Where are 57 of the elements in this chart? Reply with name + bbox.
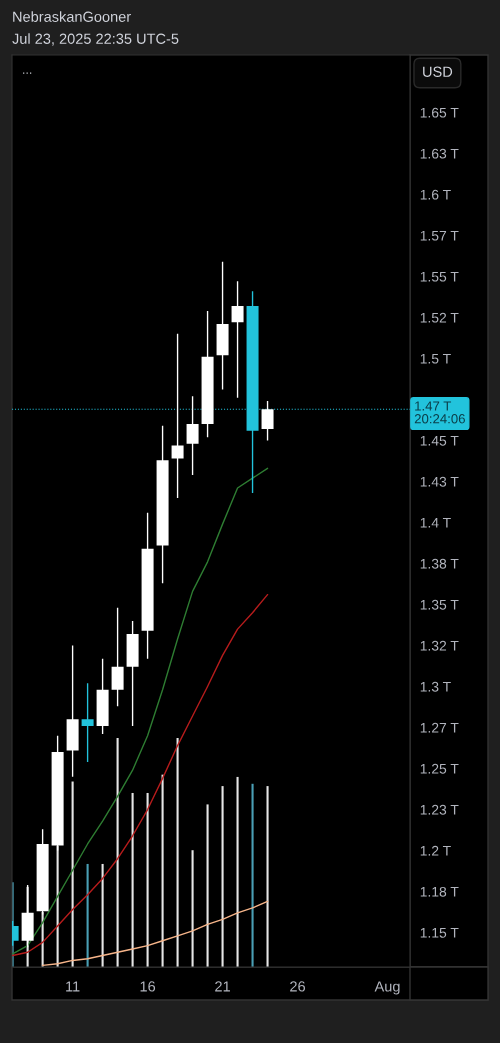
bar bbox=[191, 850, 194, 967]
bar bbox=[236, 776, 239, 967]
y-tick-label: 1.4 T bbox=[420, 517, 451, 528]
bar bbox=[86, 863, 89, 967]
y-tick-label: 1.55 T bbox=[420, 271, 459, 282]
candlestick bbox=[261, 401, 274, 441]
line-series bbox=[41, 900, 269, 967]
x-tick-label: 16 bbox=[140, 981, 156, 992]
y-tick-label: 1.57 T bbox=[420, 230, 459, 241]
y-tick-label: 1.52 T bbox=[420, 312, 459, 323]
line-series bbox=[12, 467, 269, 955]
candlestick bbox=[96, 658, 109, 735]
bar bbox=[116, 738, 119, 967]
y-tick-label: 1.25 T bbox=[420, 763, 459, 774]
bar bbox=[146, 792, 149, 967]
x-tick-label: 11 bbox=[66, 981, 80, 992]
y-tick-label: 1.27 T bbox=[420, 722, 459, 733]
y-tick-label: 1.2 T bbox=[420, 845, 451, 856]
candlestick bbox=[156, 425, 169, 584]
candlestick bbox=[216, 261, 229, 390]
bar bbox=[161, 774, 164, 967]
candlestick bbox=[66, 645, 79, 777]
x-tick-label: Aug bbox=[374, 981, 400, 995]
y-tick-label: 1.45 T bbox=[420, 435, 459, 446]
chart-subtitle: Jul 23, 2025 22:35 UTC-5 bbox=[12, 33, 179, 46]
bar bbox=[71, 781, 74, 967]
candlestick bbox=[126, 620, 139, 726]
y-tick-label: 1.38 T bbox=[420, 558, 459, 569]
y-tick-label: 1.18 T bbox=[420, 886, 459, 897]
y-tick-label: 1.15 T bbox=[420, 928, 459, 938]
chart-title: NebraskanGooner bbox=[13, 11, 131, 22]
bar bbox=[251, 783, 254, 967]
x-tick-label: 26 bbox=[290, 981, 306, 992]
candlestick bbox=[201, 310, 214, 438]
bar bbox=[221, 786, 224, 967]
bar bbox=[101, 863, 104, 967]
bar bbox=[176, 738, 179, 967]
y-tick-label: 1.43 T bbox=[420, 476, 459, 487]
candlestick bbox=[186, 396, 199, 475]
ref-line-label: 1.47 T 20:24:06 bbox=[414, 401, 465, 424]
y-tick-label: 1.3 T bbox=[420, 681, 451, 692]
bar bbox=[266, 786, 269, 967]
y-tick-label: 1.32 T bbox=[420, 640, 459, 651]
candlestick bbox=[111, 607, 124, 707]
y-tick-label: 1.5 T bbox=[420, 353, 451, 364]
line-series bbox=[12, 593, 269, 957]
y-tick-label: 1.6 T bbox=[420, 189, 451, 200]
bar bbox=[206, 804, 209, 967]
bar bbox=[131, 792, 134, 967]
y-tick-label: 1.65 T bbox=[420, 107, 459, 118]
y-axis-title: USD bbox=[423, 66, 453, 77]
candlestick bbox=[141, 512, 154, 659]
y-tick-label: 1.63 T bbox=[420, 148, 459, 159]
annotation: ... bbox=[23, 72, 32, 74]
x-tick-label: 21 bbox=[215, 981, 230, 992]
y-tick-label: 1.23 T bbox=[420, 804, 459, 815]
y-tick-label: 1.35 T bbox=[420, 599, 459, 610]
